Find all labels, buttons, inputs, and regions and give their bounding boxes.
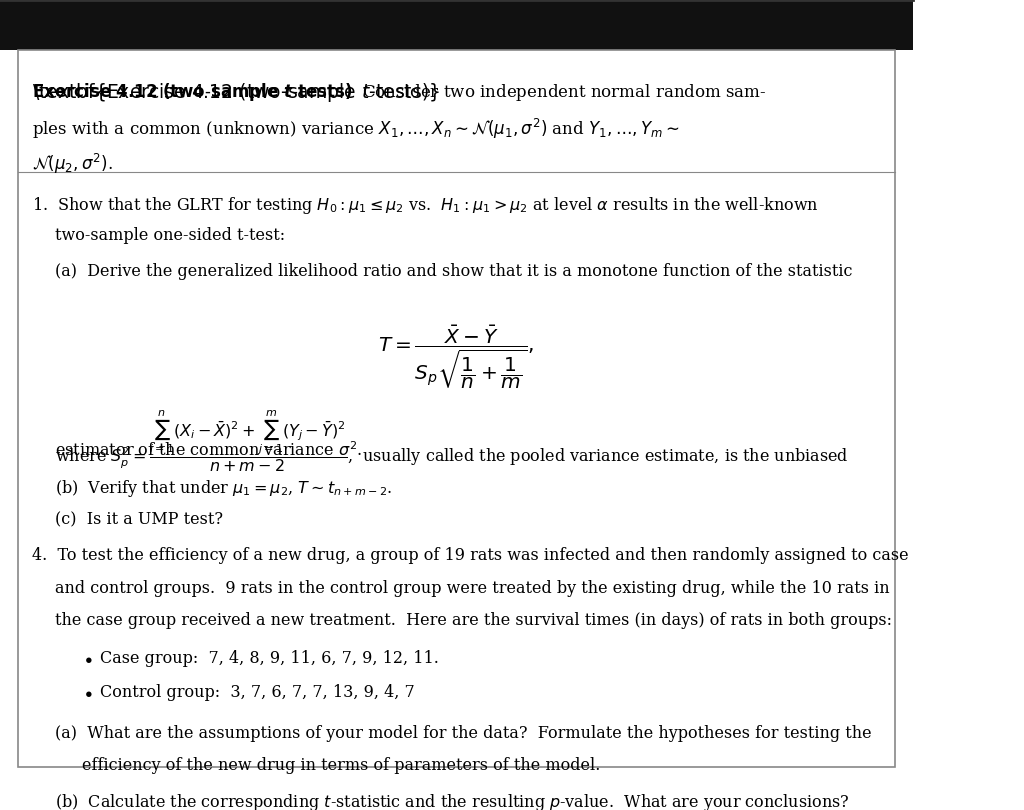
Text: Control group:  3, 7, 6, 7, 7, 13, 9, 4, 7: Control group: 3, 7, 6, 7, 7, 13, 9, 4, …	[100, 684, 415, 701]
Text: ples with a common (unknown) variance $X_1,\ldots,X_n \sim \mathcal{N}(\mu_1,\si: ples with a common (unknown) variance $X…	[32, 117, 680, 141]
FancyBboxPatch shape	[0, 0, 913, 50]
Text: $T = \dfrac{\bar{X} - \bar{Y}}{S_p\sqrt{\dfrac{1}{n} + \dfrac{1}{m}}},$: $T = \dfrac{\bar{X} - \bar{Y}}{S_p\sqrt{…	[378, 324, 535, 392]
Text: estimator of the common variance $\sigma^2$.: estimator of the common variance $\sigma…	[55, 441, 362, 460]
Text: where $S_p^2 = \dfrac{\sum_{i=1}^{n}(X_i - \bar{X})^2 + \sum_{j=1}^{m}(Y_j - \ba: where $S_p^2 = \dfrac{\sum_{i=1}^{n}(X_i…	[55, 408, 849, 475]
Text: (b)  Calculate the corresponding $t$-statistic and the resulting $p$-value.  Wha: (b) Calculate the corresponding $t$-stat…	[55, 792, 849, 810]
Text: 4.  To test the efficiency of a new drug, a group of 19 rats was infected and th: 4. To test the efficiency of a new drug,…	[32, 548, 908, 565]
Text: 1.  Show that the GLRT for testing $H_0: \mu_1 \leq \mu_2$ vs.  $H_1: \mu_1 > \m: 1. Show that the GLRT for testing $H_0: …	[32, 195, 819, 216]
Text: and control groups.  9 rats in the control group were treated by the existing dr: and control groups. 9 rats in the contro…	[55, 579, 890, 596]
Text: efficiency of the new drug in terms of parameters of the model.: efficiency of the new drug in terms of p…	[82, 757, 600, 774]
Text: two-sample one-sided t-test:: two-sample one-sided t-test:	[55, 228, 285, 245]
Text: (a)  What are the assumptions of your model for the data?  Formulate the hypothe: (a) What are the assumptions of your mod…	[55, 725, 871, 742]
Text: $\mathcal{N}(\mu_2,\sigma^2)$.: $\mathcal{N}(\mu_2,\sigma^2)$.	[32, 152, 113, 177]
Text: (c)  Is it a UMP test?: (c) Is it a UMP test?	[55, 511, 223, 528]
Text: $\mathbf{Exercise\ 4.12\ (two\text{-}sample}\ \boldsymbol{t}\mathbf{\text{-}test: $\mathbf{Exercise\ 4.12\ (two\text{-}sam…	[32, 81, 767, 104]
FancyBboxPatch shape	[18, 50, 895, 767]
Text: $\bullet$: $\bullet$	[82, 684, 93, 702]
Text: (b)  Verify that under $\mu_1 = \mu_2$, $T \sim t_{n+m-2}$.: (b) Verify that under $\mu_1 = \mu_2$, $…	[55, 478, 392, 499]
Text: $\bullet$: $\bullet$	[82, 650, 93, 668]
Text: Case group:  7, 4, 8, 9, 11, 6, 7, 9, 12, 11.: Case group: 7, 4, 8, 9, 11, 6, 7, 9, 12,…	[100, 650, 439, 667]
Text: (a)  Derive the generalized likelihood ratio and show that it is a monotone func: (a) Derive the generalized likelihood ra…	[55, 263, 852, 280]
Text: \textbf{Exercise 4.12 (two-sample $t$-tests)}: \textbf{Exercise 4.12 (two-sample $t$-te…	[32, 81, 440, 104]
Text: the case group received a new treatment.  Here are the survival times (in days) : the case group received a new treatment.…	[55, 612, 892, 629]
